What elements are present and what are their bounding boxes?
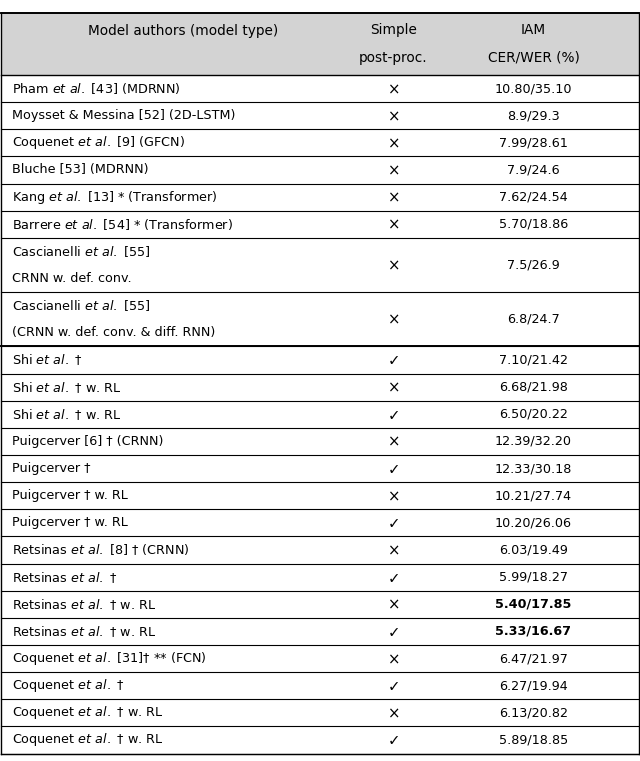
Text: Puigcerver † w. RL: Puigcerver † w. RL [12,489,128,502]
Text: $\times$: $\times$ [387,434,399,449]
Text: post-proc.: post-proc. [359,50,428,65]
Text: Puigcerver [6] † (CRNN): Puigcerver [6] † (CRNN) [12,435,164,448]
Text: 12.39/32.20: 12.39/32.20 [495,435,572,448]
Text: 10.21/27.74: 10.21/27.74 [495,489,572,502]
Text: Shi $\it{et~al.}$ † w. RL: Shi $\it{et~al.}$ † w. RL [12,407,122,422]
Text: Retsinas $\it{et~al.}$ †: Retsinas $\it{et~al.}$ † [12,570,118,584]
Text: $\checkmark$: $\checkmark$ [387,406,399,422]
Text: $\times$: $\times$ [387,312,399,326]
Text: Cascianelli $\it{et~al.}$ [55]: Cascianelli $\it{et~al.}$ [55] [12,244,150,259]
Text: 5.70/18.86: 5.70/18.86 [499,218,568,231]
Text: Retsinas $\it{et~al.}$ † w. RL: Retsinas $\it{et~al.}$ † w. RL [12,624,156,638]
Text: $\checkmark$: $\checkmark$ [387,352,399,368]
Text: 7.10/21.42: 7.10/21.42 [499,353,568,367]
Text: 6.47/21.97: 6.47/21.97 [499,652,568,665]
Text: $\checkmark$: $\checkmark$ [387,733,399,747]
Text: $\times$: $\times$ [387,81,399,96]
Text: Moysset & Messina [52] (2D-LSTM): Moysset & Messina [52] (2D-LSTM) [12,109,236,123]
Text: 5.33/16.67: 5.33/16.67 [495,625,572,638]
Text: $\times$: $\times$ [387,380,399,395]
Text: Cascianelli $\it{et~al.}$ [55]: Cascianelli $\it{et~al.}$ [55] [12,298,150,313]
Text: 6.8/24.7: 6.8/24.7 [507,313,560,326]
Text: 6.68/21.98: 6.68/21.98 [499,380,568,393]
Text: Model authors (model type): Model authors (model type) [88,24,278,38]
Text: 5.89/18.85: 5.89/18.85 [499,734,568,747]
Text: Shi $\it{et~al.}$ †: Shi $\it{et~al.}$ † [12,352,83,368]
Text: 7.62/24.54: 7.62/24.54 [499,190,568,204]
Text: 7.99/28.61: 7.99/28.61 [499,136,568,149]
Text: (CRNN w. def. conv. & diff. RNN): (CRNN w. def. conv. & diff. RNN) [12,326,216,339]
Text: Coquenet $\it{et~al.}$ [31]† ** (FCN): Coquenet $\it{et~al.}$ [31]† ** (FCN) [12,650,207,667]
Text: Shi $\it{et~al.}$ † w. RL: Shi $\it{et~al.}$ † w. RL [12,380,122,394]
Text: $\times$: $\times$ [387,597,399,612]
Text: $\times$: $\times$ [387,705,399,721]
Text: 8.9/29.3: 8.9/29.3 [507,109,560,123]
Text: $\checkmark$: $\checkmark$ [387,624,399,639]
Text: Puigcerver † w. RL: Puigcerver † w. RL [12,516,128,530]
Text: 12.33/30.18: 12.33/30.18 [495,462,572,475]
Text: 7.5/26.9: 7.5/26.9 [507,259,560,272]
Text: Retsinas $\it{et~al.}$ † w. RL: Retsinas $\it{et~al.}$ † w. RL [12,597,156,612]
Text: $\checkmark$: $\checkmark$ [387,678,399,693]
Text: CER/WER (%): CER/WER (%) [488,50,579,65]
Text: 10.20/26.06: 10.20/26.06 [495,516,572,530]
Text: 7.9/24.6: 7.9/24.6 [507,164,560,177]
Bar [1,13,639,75]
Text: Pham $\it{et~al.}$ [43] (MDRNN): Pham $\it{et~al.}$ [43] (MDRNN) [12,81,181,96]
Text: $\times$: $\times$ [387,189,399,205]
Text: $\checkmark$: $\checkmark$ [387,569,399,584]
Text: Coquenet $\it{et~al.}$ †: Coquenet $\it{et~al.}$ † [12,677,125,694]
Text: Puigcerver †: Puigcerver † [12,462,91,475]
Text: $\times$: $\times$ [387,108,399,123]
Text: 6.13/20.82: 6.13/20.82 [499,706,568,719]
Text: $\times$: $\times$ [387,135,399,150]
Text: Bluche [53] (MDRNN): Bluche [53] (MDRNN) [12,164,148,177]
Text: Coquenet $\it{et~al.}$ [9] (GFCN): Coquenet $\it{et~al.}$ [9] (GFCN) [12,134,186,151]
Text: $\times$: $\times$ [387,543,399,558]
Text: $\times$: $\times$ [387,651,399,666]
Text: IAM: IAM [521,23,546,37]
Text: Retsinas $\it{et~al.}$ [8] † (CRNN): Retsinas $\it{et~al.}$ [8] † (CRNN) [12,543,190,558]
Text: $\times$: $\times$ [387,162,399,177]
Text: Coquenet $\it{et~al.}$ † w. RL: Coquenet $\it{et~al.}$ † w. RL [12,705,164,721]
Text: $\times$: $\times$ [387,257,399,272]
Text: $\times$: $\times$ [387,217,399,232]
Text: Simple: Simple [370,23,417,37]
Text: 10.80/35.10: 10.80/35.10 [495,82,572,95]
Text: 5.99/18.27: 5.99/18.27 [499,571,568,584]
Text: $\checkmark$: $\checkmark$ [387,515,399,530]
Text: CRNN w. def. conv.: CRNN w. def. conv. [12,272,132,285]
Text: $\checkmark$: $\checkmark$ [387,461,399,476]
Text: 6.50/20.22: 6.50/20.22 [499,408,568,421]
Text: Coquenet $\it{et~al.}$ † w. RL: Coquenet $\it{et~al.}$ † w. RL [12,731,164,749]
Text: 6.03/19.49: 6.03/19.49 [499,543,568,556]
Text: Kang $\it{et~al.}$ [13] * (Transformer): Kang $\it{et~al.}$ [13] * (Transformer) [12,189,218,205]
Text: Barrere $\it{et~al.}$ [54] * (Transformer): Barrere $\it{et~al.}$ [54] * (Transforme… [12,217,233,232]
Text: 5.40/17.85: 5.40/17.85 [495,597,572,611]
Text: 6.27/19.94: 6.27/19.94 [499,679,568,693]
Text: $\times$: $\times$ [387,488,399,503]
